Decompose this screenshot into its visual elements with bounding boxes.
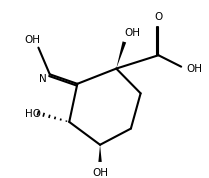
- Text: OH: OH: [92, 168, 108, 178]
- Polygon shape: [116, 41, 126, 69]
- Text: N: N: [40, 74, 47, 84]
- Text: OH: OH: [125, 28, 140, 38]
- Text: OH: OH: [186, 64, 202, 74]
- Text: O: O: [154, 12, 163, 22]
- Text: HO: HO: [25, 109, 41, 119]
- Text: OH: OH: [24, 35, 40, 45]
- Polygon shape: [98, 145, 102, 162]
